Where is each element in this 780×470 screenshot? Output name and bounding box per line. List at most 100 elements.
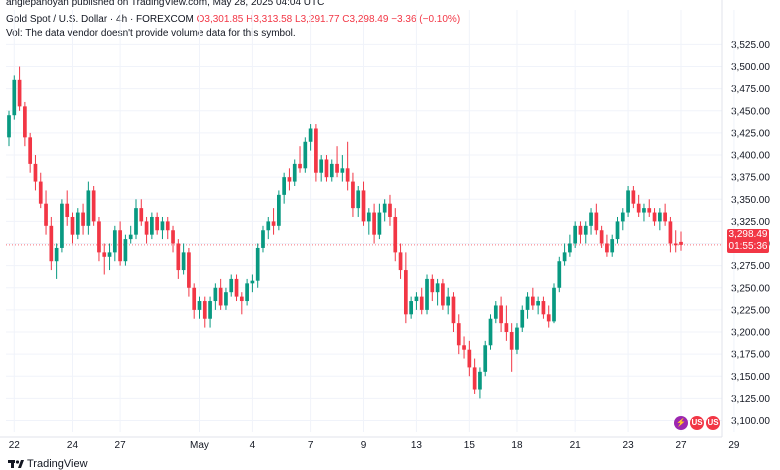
us-flag-event-icon[interactable]: US <box>690 416 704 430</box>
y-tick-label: 3,225.00 <box>731 305 770 316</box>
candle-body <box>345 168 350 182</box>
candle-body <box>520 309 525 328</box>
ohlc-values: O3,301.85 H3,313.58 L3,291.77 C3,298.49 … <box>196 14 461 25</box>
y-tick-label: 3,325.00 <box>731 217 770 228</box>
candle-body <box>134 208 138 235</box>
x-tick-label: 7 <box>308 440 314 451</box>
candle-body <box>673 243 678 246</box>
candle-body <box>224 292 228 306</box>
candle-body <box>150 216 154 235</box>
candle-body <box>181 252 186 271</box>
candle-body <box>144 221 149 235</box>
candle-body <box>366 212 371 222</box>
candle-body <box>245 283 249 302</box>
candle-body <box>28 137 33 164</box>
tradingview-logo-icon <box>8 460 24 468</box>
candle-body <box>250 280 255 284</box>
candle-body <box>372 212 376 235</box>
candle-body <box>23 106 27 138</box>
x-tick-label: 27 <box>115 440 127 451</box>
candle-body <box>631 190 636 204</box>
candle-body <box>49 225 54 262</box>
candle-body <box>668 221 673 244</box>
candle-body <box>213 287 218 302</box>
candle-body <box>271 221 276 226</box>
candle-body <box>663 212 667 222</box>
candle-body <box>33 163 38 182</box>
candle-body <box>261 230 265 248</box>
candle-body <box>298 163 302 169</box>
candle-body <box>160 221 165 231</box>
candle-body <box>282 177 287 195</box>
y-tick-label: 3,425.00 <box>731 128 770 139</box>
candle-body <box>65 203 70 217</box>
candle-body <box>403 270 408 315</box>
candle-body <box>599 230 604 244</box>
x-tick-label: 22 <box>9 440 21 451</box>
candle-body <box>202 301 207 319</box>
candle-body <box>155 216 160 231</box>
candle-body <box>435 283 440 293</box>
candle-body <box>499 305 503 324</box>
candle-body <box>60 203 64 248</box>
x-tick-label: 27 <box>675 440 687 451</box>
y-tick-label: 3,450.00 <box>731 106 770 117</box>
candle-body <box>409 301 413 315</box>
current-price-label: 3,298.49 01:55:36 <box>727 229 769 253</box>
candle-body <box>255 247 260 281</box>
candle-body <box>478 371 482 390</box>
candle-body <box>589 212 593 226</box>
candle-body <box>562 252 567 262</box>
symbol-title[interactable]: Gold Spot / U.S. Dollar · 4h · FOREXCOM <box>6 14 194 25</box>
candle-body <box>557 261 562 288</box>
x-tick-label: 4 <box>250 440 256 451</box>
candle-body <box>197 301 202 310</box>
us-flag-event-icon-2[interactable]: US <box>706 416 720 430</box>
candle-body <box>234 278 239 297</box>
tradingview-footer[interactable]: TradingView <box>8 458 88 470</box>
candle-body <box>38 181 43 204</box>
flash-event-icon[interactable]: ⚡ <box>674 416 688 430</box>
x-tick-label: 9 <box>361 440 367 451</box>
candle-body <box>615 221 620 240</box>
candle-body <box>573 225 578 244</box>
candle-body <box>636 203 641 213</box>
candle-body <box>287 177 292 182</box>
x-tick-label: 18 <box>511 440 523 451</box>
x-tick-label: 15 <box>464 440 476 451</box>
x-tick-label: May <box>190 440 209 451</box>
y-tick-label: 3,150.00 <box>731 372 770 383</box>
candle-body <box>139 208 144 222</box>
publisher-line: anglepanoyan published on TradingView.co… <box>6 0 325 8</box>
candle-body <box>171 230 175 244</box>
candle-body <box>493 305 498 319</box>
candle-body <box>578 225 583 235</box>
candle-body <box>462 345 466 350</box>
candle-body <box>292 163 297 182</box>
candle-body <box>652 212 657 222</box>
y-tick-label: 3,100.00 <box>731 416 770 427</box>
candle-body <box>594 212 599 231</box>
x-tick-label: 24 <box>67 440 79 451</box>
candle-body <box>430 278 435 293</box>
candle-body <box>239 296 244 302</box>
candle-body <box>488 318 493 346</box>
candle-body <box>229 278 234 293</box>
bar-countdown: 01:55:36 <box>728 241 768 252</box>
candle-body <box>128 234 133 240</box>
y-tick-label: 3,350.00 <box>731 195 770 206</box>
candle-body <box>568 243 572 253</box>
chart-legend: Gold Spot / U.S. Dollar · 4h · FOREXCOM … <box>6 14 460 25</box>
candle-body <box>81 212 85 226</box>
candle-body <box>388 203 392 217</box>
candle-body <box>509 332 514 350</box>
candle-body <box>112 230 117 253</box>
candle-body <box>419 296 424 310</box>
candle-body <box>446 296 451 306</box>
candle-body <box>626 190 630 213</box>
candle-body <box>456 323 461 346</box>
candle-body <box>377 212 382 235</box>
candle-body <box>340 168 345 173</box>
candle-body <box>308 128 313 142</box>
